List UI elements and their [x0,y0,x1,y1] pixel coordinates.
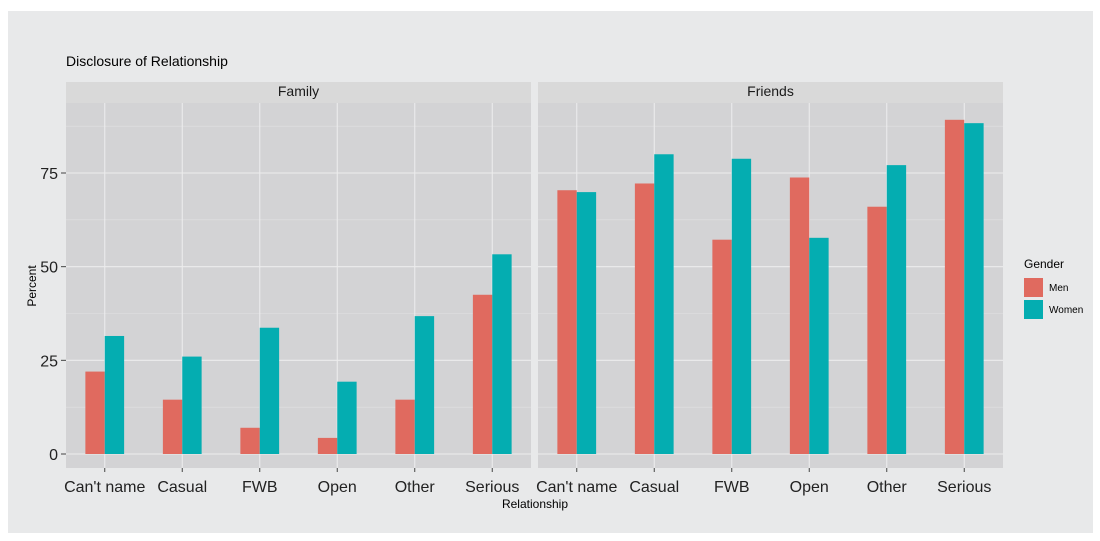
bar-men [240,427,260,454]
bar-men [557,190,577,454]
panel-family: Family Can't name Casual FWB Open Other Seriou… [64,82,531,496]
x-tick-label: Other [395,479,436,496]
bar-men [712,239,732,454]
facet-strip [538,82,1003,103]
x-tick-label: Open [318,479,357,496]
y-tick-label: 75 [40,166,58,183]
x-tick-label: Casual [629,479,679,496]
bar-men [472,294,493,454]
facet-strip-label: Friends [747,83,794,99]
bar-women [964,123,984,454]
x-tick-label: Other [867,479,908,496]
legend-key-women [1024,300,1043,319]
x-tick-label: Open [790,479,829,496]
panel-friends: Friends Can't name Casual FWB Open Other Serio… [536,82,1003,496]
bar-women [337,381,357,454]
bar-women [414,316,435,454]
x-tick-label: FWB [242,479,278,496]
legend-key-men [1024,278,1043,297]
bar-women [576,192,597,454]
legend-label: Men [1049,283,1068,294]
bar-women [731,158,752,454]
panel-fill [66,103,531,468]
x-tick-label: Casual [157,479,207,496]
y-axis-title: Percent [25,265,39,307]
bar-women [104,335,125,454]
panels-group: Family Can't name Casual FWB Open Other Seriou… [64,82,1003,496]
bar-women [182,356,202,454]
bar-women [492,254,512,454]
bar-men [944,119,965,454]
x-tick-label: Serious [937,479,991,496]
bar-women [259,327,280,454]
x-tick-label: Can't name [536,479,617,496]
bar-women [886,165,907,454]
x-axis-title: Relationship [502,497,568,511]
x-tick-label: Serious [465,479,519,496]
facet-strip [66,82,531,103]
y-tick-label: 50 [40,260,58,277]
legend-label: Women [1049,305,1083,316]
y-tick-label: 25 [40,353,58,370]
bar-women [809,237,829,454]
bar-men [162,399,183,454]
panel-fill [538,103,1003,468]
facet-strip-label: Family [278,83,319,99]
y-axis: 0 25 50 75 [40,166,66,464]
x-tick-label: Can't name [64,479,145,496]
bar-men [867,206,887,454]
bar-men [85,371,105,454]
x-tick-label: FWB [714,479,750,496]
legend: Gender Men Women [1024,257,1083,319]
bar-men [634,183,655,454]
chart-title: Disclosure of Relationship [66,53,228,69]
y-tick-label: 0 [49,447,58,464]
legend-title: Gender [1024,257,1064,271]
bar-men [789,177,810,454]
bar-women [654,154,674,454]
bar-men [395,399,415,454]
bar-men [317,437,338,454]
